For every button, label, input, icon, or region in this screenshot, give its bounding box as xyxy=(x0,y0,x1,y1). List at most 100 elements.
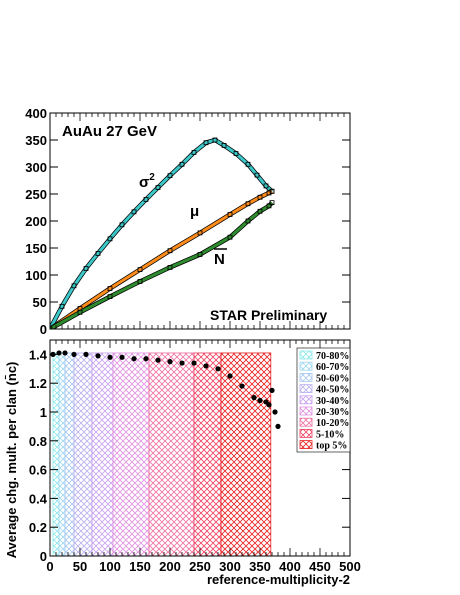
data-point xyxy=(71,283,77,289)
data-point xyxy=(143,196,149,202)
legend-swatch xyxy=(299,384,313,394)
data-point xyxy=(167,248,173,254)
data-point xyxy=(155,357,161,363)
y-tick-label: 400 xyxy=(25,106,47,121)
data-point xyxy=(155,185,161,190)
data-point xyxy=(77,309,83,315)
nbar-text: N xyxy=(214,251,225,268)
y-tick-label: 1.4 xyxy=(29,347,48,362)
centrality-bin-30-40- xyxy=(91,352,114,556)
data-point xyxy=(191,360,197,366)
centrality-bin-10-20- xyxy=(148,352,195,556)
data-point xyxy=(257,397,263,404)
data-point xyxy=(197,252,203,257)
y-tick-label: 350 xyxy=(25,133,47,148)
series-line xyxy=(50,189,273,329)
top-panel: 0 50 100 150 200 250 300 350 400 AuAu 27 GeV STA… xyxy=(25,106,351,337)
centrality-bin-top-5- xyxy=(220,352,272,556)
y-tick-label: 1 xyxy=(40,405,47,420)
y-tick-label: 0.4 xyxy=(29,491,48,506)
legend-swatch xyxy=(299,428,313,438)
x-tick-label: 500 xyxy=(339,559,361,574)
data-point xyxy=(107,294,113,300)
mu-label: μ xyxy=(190,203,199,220)
centrality-bin-5-10- xyxy=(193,352,222,556)
legend-label: 50-60% xyxy=(316,373,349,384)
data-point xyxy=(179,161,185,167)
series-line xyxy=(50,138,274,329)
series-1 xyxy=(50,137,275,329)
series-line-outline xyxy=(50,137,274,329)
x-tick-label: 0 xyxy=(46,559,53,574)
legend: 70-80%60-70%50-60%40-50%30-40%20-30%10-2… xyxy=(296,347,351,453)
legend-label: 60-70% xyxy=(316,362,349,373)
legend-label: top 5% xyxy=(316,441,347,452)
data-point xyxy=(119,222,125,228)
data-point xyxy=(245,161,251,167)
data-point xyxy=(239,383,245,389)
x-tick-label: 200 xyxy=(159,559,181,574)
series-2 xyxy=(50,188,275,329)
data-point xyxy=(62,350,68,356)
y-tick-label: 200 xyxy=(25,214,47,229)
data-point xyxy=(257,208,263,214)
series-line xyxy=(50,201,274,329)
sigma-exponent: 2 xyxy=(149,172,155,183)
data-point xyxy=(83,266,89,271)
data-point xyxy=(107,354,113,360)
y-tick-label: 0.8 xyxy=(29,434,47,449)
data-point xyxy=(107,236,113,242)
legend-label: 30-40% xyxy=(316,396,349,407)
y-tick-label: 0.2 xyxy=(29,520,47,535)
data-point xyxy=(119,354,125,360)
legend-swatch xyxy=(299,417,313,427)
data-point xyxy=(59,303,65,309)
data-point xyxy=(275,423,281,429)
data-point xyxy=(95,250,101,256)
x-tick-label: 350 xyxy=(249,559,271,574)
legend-swatch xyxy=(299,440,313,450)
data-point xyxy=(131,356,137,362)
bottom-axis-ticks: 0 0.2 0.4 0.6 0.8 1 1.2 1.4 0 50 100 150 200 250 300 35… xyxy=(29,340,361,574)
centrality-bin-60-70- xyxy=(58,352,66,556)
x-tick-label: 100 xyxy=(99,559,121,574)
legend-swatch xyxy=(299,361,313,371)
centrality-bin-50-60- xyxy=(64,352,75,556)
data-point xyxy=(137,279,143,284)
x-tick-label: 400 xyxy=(279,559,301,574)
x-tick-label: 150 xyxy=(129,559,151,574)
preliminary-label: STAR Preliminary xyxy=(210,307,327,323)
system-label: AuAu 27 GeV xyxy=(62,123,157,140)
centrality-bin-20-30- xyxy=(112,352,150,556)
top-series-layer xyxy=(50,137,275,329)
legend-label: 40-50% xyxy=(316,385,349,396)
legend-entries: 70-80%60-70%50-60%40-50%30-40%20-30%10-2… xyxy=(299,350,349,452)
data-point xyxy=(257,194,263,200)
legend-label: 10-20% xyxy=(316,418,349,429)
data-point xyxy=(167,265,173,270)
x-tick-label: 450 xyxy=(309,559,331,574)
data-point xyxy=(233,151,239,156)
data-point xyxy=(227,234,233,240)
series-3 xyxy=(50,200,275,329)
centrality-bin-40-50- xyxy=(73,352,93,556)
y-tick-label: 0.6 xyxy=(29,463,47,478)
data-point xyxy=(269,200,275,206)
x-axis-title: reference-multiplicity-2 xyxy=(207,572,350,587)
data-point xyxy=(137,267,143,273)
data-point xyxy=(245,201,251,207)
bottom-bins-layer xyxy=(52,352,272,556)
data-point xyxy=(263,183,269,189)
y-axis-title: Average chg. mult. per clan (n̄c) xyxy=(4,362,19,559)
x-tick-label: 300 xyxy=(219,559,241,574)
nbar-label: N xyxy=(214,248,227,268)
bottom-panel: 0 0.2 0.4 0.6 0.8 1 1.2 1.4 0 50 100 150 200 250 300 35… xyxy=(4,339,361,587)
data-point xyxy=(143,356,149,362)
data-point xyxy=(191,150,197,155)
data-point xyxy=(269,188,275,194)
x-tick-label: 250 xyxy=(189,559,211,574)
data-point xyxy=(167,359,173,365)
data-point xyxy=(203,140,209,146)
legend-label: 5-10% xyxy=(316,429,344,440)
y-tick-label: 300 xyxy=(25,160,47,175)
